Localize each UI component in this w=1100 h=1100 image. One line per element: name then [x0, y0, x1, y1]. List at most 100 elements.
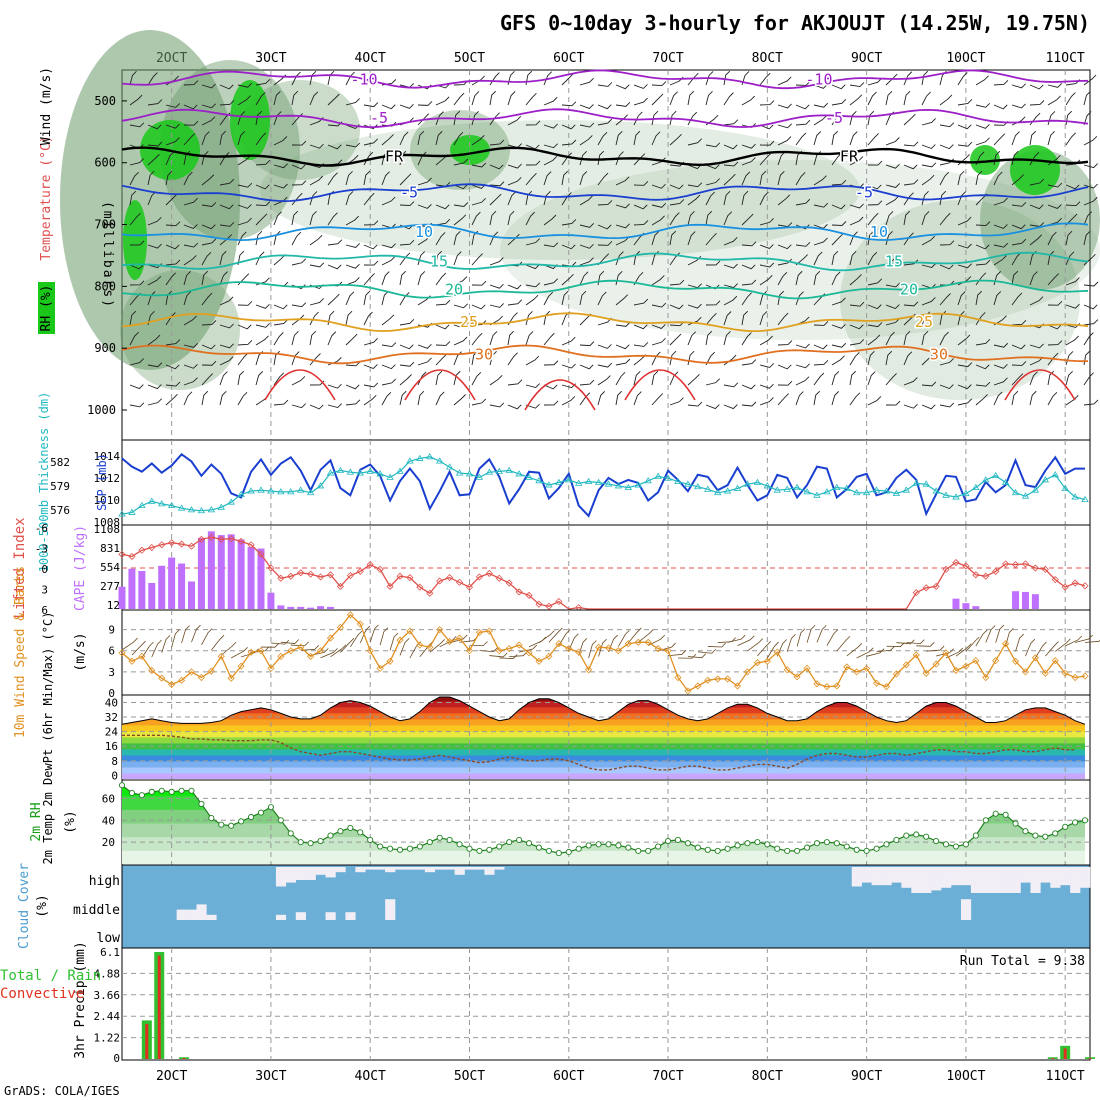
wind-barb — [741, 384, 756, 390]
wind-barb — [345, 142, 361, 148]
wind-barb — [633, 298, 649, 306]
precip-convective-bar — [1088, 1058, 1092, 1059]
cloud-high-bar — [1020, 867, 1031, 883]
wind-barb — [669, 184, 684, 190]
top-date-label: 11OCT — [1046, 51, 1085, 66]
wind-barb — [777, 393, 790, 406]
cloud-middle-bar — [345, 912, 356, 920]
wind-10m-barb — [896, 639, 915, 645]
total-rain-label: Total / Rain — [0, 968, 101, 984]
wind-10m-barb — [598, 638, 607, 657]
cape-bar — [1021, 591, 1029, 609]
thickness-point — [376, 470, 384, 477]
wind-barb — [759, 383, 774, 389]
wind-barb — [1083, 90, 1091, 106]
cape-tick: 1108 — [94, 523, 121, 536]
cape-bar — [148, 582, 156, 609]
wind-barb — [453, 214, 467, 226]
wind-barb — [219, 99, 235, 106]
lifted-index-point — [555, 597, 563, 606]
cape-bar — [138, 570, 146, 609]
precip-convective-bar — [1051, 1058, 1055, 1059]
thickness-point — [704, 485, 712, 492]
wind-barb — [687, 210, 695, 226]
cape-bar — [952, 598, 960, 609]
wind-barb — [129, 384, 144, 390]
wind-speed-point — [396, 636, 404, 644]
thickness-point — [336, 466, 345, 473]
wind-barb — [957, 398, 973, 406]
cape-bar — [277, 605, 285, 609]
wind-barb — [759, 124, 774, 130]
lifted-index-point — [982, 572, 990, 580]
thickness-point — [594, 478, 603, 485]
rh-point — [287, 830, 294, 837]
wind-barb — [147, 398, 163, 406]
wind-barb — [399, 239, 415, 246]
wind-barb — [903, 301, 919, 307]
wind-barb — [579, 364, 594, 370]
wind-10m-barb — [260, 642, 280, 648]
wind-barb — [1011, 270, 1019, 286]
thickness-point — [932, 487, 940, 494]
wind-barb — [1083, 253, 1096, 266]
wind-barb — [777, 364, 792, 370]
wind-10m-barb — [638, 629, 654, 643]
wind-barb — [255, 371, 264, 386]
wind-barb — [813, 202, 829, 208]
wind-barb — [885, 231, 893, 246]
wind-barb — [327, 212, 338, 226]
wind-barb — [597, 362, 613, 368]
wind-speed-point — [753, 659, 761, 667]
wind-barb — [705, 178, 721, 186]
wind-barb — [957, 263, 972, 269]
lifted-index-point — [247, 541, 255, 549]
cloud-high-bar — [414, 867, 426, 870]
wind-barb — [147, 141, 163, 147]
wind-barb — [237, 95, 251, 106]
rh-point — [248, 813, 255, 821]
wind-barb — [939, 212, 951, 226]
wind-barb — [633, 370, 641, 386]
wind-barb — [183, 120, 199, 126]
cloud-high-bar — [901, 867, 912, 888]
wind-barb — [651, 393, 664, 406]
wind-barb — [651, 231, 660, 246]
wind-barb — [417, 357, 432, 366]
wind-barb — [849, 94, 863, 106]
wind-barb — [489, 374, 503, 386]
wind-barb — [795, 270, 803, 286]
wind-speed-point — [942, 649, 950, 657]
wind-barb — [147, 216, 162, 226]
wind-10m-barb — [300, 645, 319, 651]
wind-barb — [201, 251, 212, 266]
wind-10m-unit: (m/s) — [73, 632, 88, 671]
wind-barb — [543, 242, 559, 248]
thickness-point — [148, 497, 156, 504]
wind-barb — [183, 80, 199, 86]
wind-barb — [399, 361, 415, 367]
wind-barb — [489, 181, 505, 187]
wind-barb — [669, 279, 685, 286]
thickness-point — [565, 476, 573, 483]
wind-barb — [129, 213, 141, 226]
wind-barb — [579, 290, 587, 306]
thickness-point — [545, 481, 553, 488]
wind-barb — [651, 275, 665, 286]
thickness-point — [644, 477, 652, 484]
wind-barb — [615, 358, 631, 366]
pressure-axis: 500 600 700 800 900 1000 — [87, 94, 127, 417]
contour-label: 30 — [475, 345, 493, 363]
wind-barb — [1065, 351, 1074, 366]
wind-speed-point — [823, 683, 831, 691]
wind-barb — [435, 96, 450, 106]
wind-speed-point — [594, 643, 603, 651]
wind-barb — [381, 171, 390, 186]
top-date-label: 10OCT — [946, 51, 985, 66]
wind-barb — [651, 337, 666, 346]
wind-barb — [1011, 238, 1027, 246]
wind-barb — [993, 104, 1008, 110]
wind-barb — [903, 164, 918, 170]
rh-point — [962, 841, 969, 848]
thickness-tick: 576 — [50, 504, 70, 517]
